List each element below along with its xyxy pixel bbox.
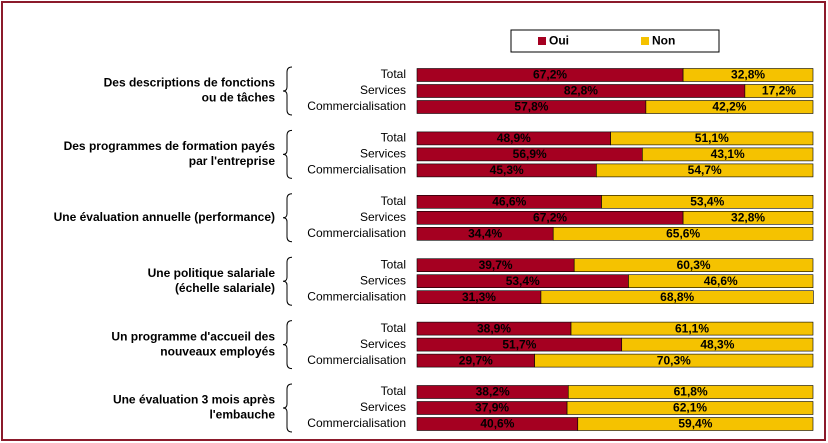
bar-segment — [570, 321, 814, 336]
value-label: 46,6% — [704, 274, 738, 288]
group-label: par l'entreprise — [189, 154, 276, 168]
value-label: 32,8% — [731, 210, 765, 224]
value-label: 38,9% — [477, 321, 511, 335]
bar-segment — [540, 290, 814, 305]
bar-segment — [534, 353, 814, 368]
bar-segment — [552, 227, 814, 241]
value-label: 34,4% — [468, 226, 502, 240]
value-label: 46,6% — [492, 194, 526, 208]
row-label: Commercialisation — [307, 226, 406, 240]
group-brace — [282, 193, 293, 243]
group-label: Des programmes de formation payés — [64, 139, 276, 153]
row-label: Total — [381, 194, 406, 208]
row-label: Services — [360, 147, 406, 161]
bar-segment — [628, 274, 814, 289]
value-label: 65,6% — [666, 226, 700, 240]
bar-segment — [744, 84, 814, 98]
value-label: 31,3% — [462, 290, 496, 304]
value-label: 51,7% — [502, 337, 536, 351]
value-label: 53,4% — [506, 274, 540, 288]
group-label: (échelle salariale) — [175, 281, 275, 295]
bar-segment — [682, 211, 814, 225]
bar-segment — [573, 258, 814, 273]
value-label: 53,4% — [690, 194, 724, 208]
value-label: 61,1% — [675, 321, 709, 335]
group-brace — [282, 320, 293, 370]
value-label: 38,2% — [476, 385, 510, 399]
value-label: 82,8% — [564, 84, 598, 98]
row-label: Total — [381, 384, 406, 398]
row-label: Total — [381, 131, 406, 145]
row-label: Total — [381, 257, 406, 271]
value-label: 68,8% — [660, 290, 694, 304]
value-label: 32,8% — [731, 68, 765, 82]
value-label: 56,9% — [513, 147, 547, 161]
value-label: 45,3% — [490, 163, 524, 177]
value-label: 17,2% — [762, 84, 796, 98]
bar-segment — [601, 195, 814, 209]
group-brace — [282, 256, 293, 306]
legend-label: Non — [652, 34, 675, 48]
value-label: 48,3% — [700, 337, 734, 351]
row-label: Services — [360, 273, 406, 287]
value-label: 70,3% — [657, 353, 691, 367]
row-label: Commercialisation — [307, 416, 406, 430]
bar-segment — [610, 131, 814, 146]
row-label: Services — [360, 210, 406, 224]
bar-segment — [682, 68, 814, 82]
group-label: nouveaux employés — [160, 344, 275, 358]
row-label: Total — [381, 67, 406, 81]
bar-segment — [621, 337, 814, 352]
value-label: 59,4% — [678, 417, 712, 431]
legend-label: Oui — [549, 34, 569, 48]
value-label: 43,1% — [711, 147, 745, 161]
group-brace — [282, 66, 293, 116]
group-label: l'embauche — [209, 408, 275, 422]
value-label: 51,1% — [695, 131, 729, 145]
row-label: Commercialisation — [307, 289, 406, 303]
value-label: 67,2% — [533, 68, 567, 82]
group-label: Une évaluation annuelle (performance) — [54, 210, 275, 224]
value-label: 37,9% — [475, 401, 509, 415]
legend-swatch — [538, 37, 546, 45]
group-label: Une évaluation 3 mois après — [113, 393, 275, 407]
legend-box — [510, 29, 720, 53]
bar-segment — [577, 417, 814, 431]
row-label: Services — [360, 337, 406, 351]
bar-segment — [566, 401, 814, 415]
value-label: 29,7% — [459, 353, 493, 367]
bar-segment — [642, 147, 814, 162]
value-label: 40,6% — [480, 417, 514, 431]
group-label: Des descriptions de fonctions — [104, 76, 276, 90]
group-label: Un programme d'accueil des — [111, 329, 275, 343]
group-label: Une politique salariale — [148, 266, 276, 280]
value-label: 48,9% — [497, 131, 531, 145]
value-label: 57,8% — [514, 100, 548, 114]
value-label: 42,2% — [712, 100, 746, 114]
value-label: 67,2% — [533, 210, 567, 224]
row-label: Commercialisation — [307, 163, 406, 177]
row-label: Total — [381, 321, 406, 335]
row-label: Commercialisation — [307, 353, 406, 367]
group-brace — [282, 129, 293, 179]
group-label: ou de tâches — [202, 91, 276, 105]
bar-segment — [567, 385, 814, 399]
group-brace — [282, 383, 293, 433]
row-label: Services — [360, 83, 406, 97]
value-label: 61,8% — [674, 385, 708, 399]
row-label: Services — [360, 400, 406, 414]
bar-segment — [645, 100, 814, 114]
value-label: 54,7% — [688, 163, 722, 177]
row-label: Commercialisation — [307, 99, 406, 113]
legend-swatch — [641, 37, 649, 45]
bar-segment — [596, 163, 814, 178]
value-label: 62,1% — [673, 401, 707, 415]
value-label: 60,3% — [677, 258, 711, 272]
value-label: 39,7% — [479, 258, 513, 272]
